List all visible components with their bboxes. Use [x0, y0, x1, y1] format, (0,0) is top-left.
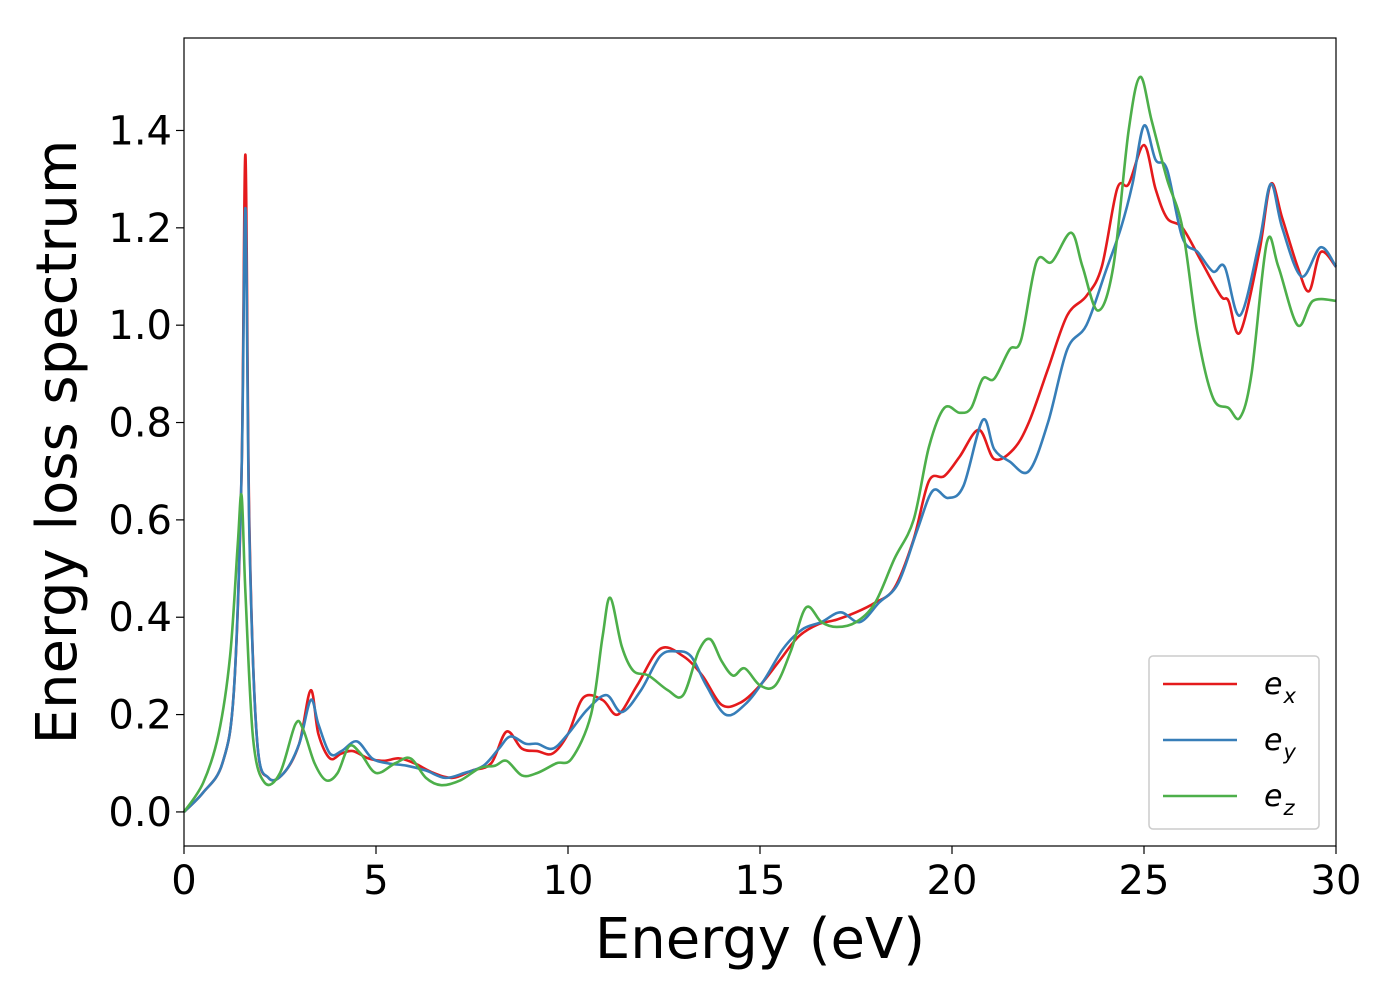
series-layer	[182, 75, 1338, 813]
x-tick-label: 10	[543, 858, 594, 904]
y-tick-label: 1.2	[108, 206, 172, 252]
y-tick-label: 0.6	[108, 498, 172, 544]
x-tick-label: 30	[1311, 858, 1362, 904]
y-tick-label: 0.2	[108, 693, 172, 739]
legend: ex ey ez	[1148, 655, 1320, 830]
legend-label-y: ey	[1264, 723, 1296, 764]
x-tick-label: 15	[735, 858, 786, 904]
y-tick-label: 0.4	[108, 595, 172, 641]
x-axis-ticks: 0 5 10 15 20 25 30	[171, 846, 1361, 904]
legend-box	[1148, 655, 1320, 830]
y-tick-label: 0.0	[108, 790, 172, 836]
x-tick-label: 0	[171, 858, 196, 904]
x-tick-label: 20	[927, 858, 978, 904]
legend-label-x: ex	[1264, 667, 1296, 708]
y-tick-label: 0.8	[108, 401, 172, 447]
x-tick-label: 25	[1119, 858, 1170, 904]
y-axis-label: Energy loss spectrum	[25, 140, 90, 745]
series-line-y	[183, 124, 1338, 813]
y-tick-label: 1.0	[108, 303, 172, 349]
series-line-z	[182, 75, 1337, 813]
y-axis-ticks: 0.0 0.2 0.4 0.6 0.8 1.0 1.2 1.4	[108, 108, 184, 836]
y-tick-label: 1.4	[108, 108, 172, 154]
plot-background	[184, 38, 1336, 846]
x-axis-label: Energy (eV)	[595, 907, 925, 972]
legend-label-z: ez	[1264, 779, 1295, 820]
x-tick-label: 5	[363, 858, 388, 904]
